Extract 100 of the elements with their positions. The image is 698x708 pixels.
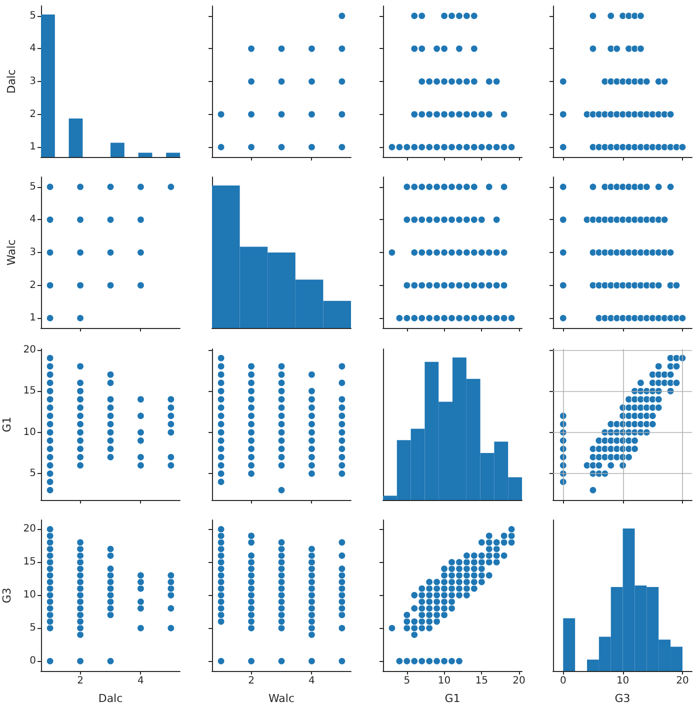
y-tick-label: 5 — [30, 622, 36, 634]
point — [492, 78, 500, 86]
point — [167, 412, 175, 420]
point — [46, 445, 54, 453]
point — [106, 379, 114, 387]
point — [308, 44, 316, 52]
point — [167, 183, 175, 191]
y-tick-label: 4 — [30, 214, 36, 226]
point — [636, 78, 644, 86]
point — [607, 12, 615, 20]
point — [46, 624, 54, 632]
point — [106, 420, 114, 428]
point — [76, 387, 84, 395]
point — [76, 396, 84, 404]
point — [642, 110, 650, 118]
y-tick-label: 1 — [30, 312, 36, 324]
point — [470, 110, 478, 118]
point — [136, 248, 145, 256]
point — [433, 110, 441, 118]
point — [76, 578, 84, 586]
point — [478, 143, 486, 151]
point — [455, 110, 464, 118]
point — [217, 110, 225, 118]
point — [46, 420, 54, 428]
point — [440, 12, 448, 20]
point — [660, 78, 668, 86]
point — [448, 12, 456, 20]
x-axis-title: Dalc — [98, 692, 123, 705]
point — [136, 436, 145, 444]
point — [462, 143, 470, 151]
point — [46, 379, 54, 387]
y-tick-label: 10 — [23, 590, 36, 601]
point — [485, 143, 493, 151]
point — [508, 143, 516, 151]
point — [426, 143, 434, 151]
point — [136, 462, 145, 470]
point — [338, 78, 346, 86]
point — [46, 584, 54, 592]
point — [136, 412, 145, 420]
point — [278, 78, 286, 86]
point — [76, 436, 84, 444]
point — [338, 110, 346, 118]
point — [76, 598, 84, 606]
point — [46, 604, 54, 612]
y-tick-label: 15 — [23, 386, 36, 397]
point — [76, 445, 84, 453]
point — [106, 216, 114, 224]
point — [76, 630, 84, 639]
point — [136, 604, 145, 612]
point — [167, 572, 175, 580]
point — [46, 370, 54, 378]
y-axis-title: Walc — [5, 239, 18, 266]
point — [678, 143, 686, 151]
point — [338, 44, 346, 52]
point — [76, 538, 84, 546]
y-axis-title: G1 — [0, 416, 14, 432]
point — [76, 624, 84, 632]
point — [167, 584, 175, 592]
point — [462, 12, 470, 20]
point — [46, 248, 54, 256]
point — [136, 216, 145, 224]
point — [167, 404, 175, 412]
point — [660, 110, 668, 118]
y-axis-title: G3 — [0, 588, 14, 604]
point — [308, 110, 316, 118]
point — [455, 44, 464, 52]
point — [76, 379, 84, 387]
point — [470, 143, 478, 151]
point — [46, 436, 54, 444]
point — [76, 420, 84, 428]
point — [106, 584, 114, 592]
point — [76, 362, 84, 370]
point — [167, 624, 175, 632]
point — [106, 404, 114, 412]
point — [167, 604, 175, 612]
point — [46, 657, 54, 665]
point — [167, 578, 175, 586]
point — [470, 78, 478, 86]
point — [46, 354, 54, 362]
point — [106, 282, 114, 290]
point — [46, 396, 54, 404]
point — [418, 143, 426, 151]
point — [167, 453, 175, 461]
point — [136, 572, 145, 580]
point — [167, 396, 175, 404]
point — [136, 282, 145, 290]
point — [440, 78, 448, 86]
point — [46, 525, 54, 534]
point — [396, 143, 404, 151]
point — [76, 462, 84, 470]
x-tick-label: 10 — [616, 676, 630, 686]
point — [636, 44, 644, 52]
point — [106, 604, 114, 612]
point — [462, 78, 470, 86]
point — [106, 657, 114, 665]
point — [106, 370, 114, 378]
point — [247, 78, 256, 86]
point — [106, 552, 114, 560]
point — [136, 453, 145, 461]
point — [247, 44, 256, 52]
